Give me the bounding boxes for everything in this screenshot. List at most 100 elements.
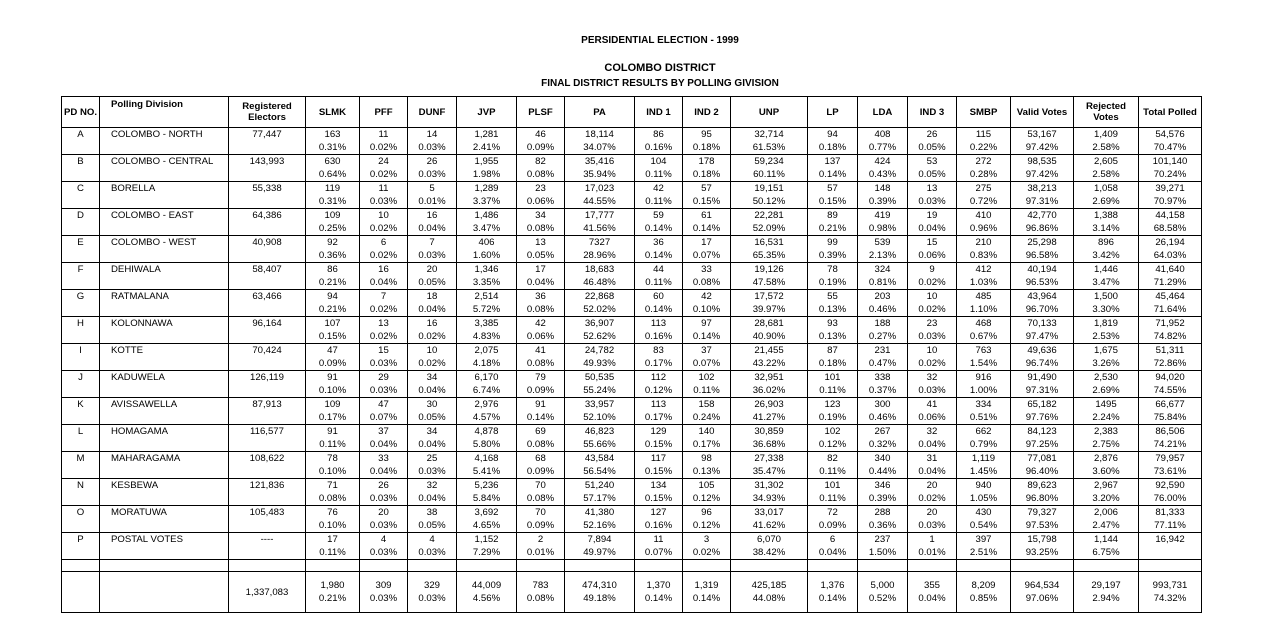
vote-count: 203: [874, 291, 891, 302]
value-cell: 896 3.42%: [1073, 235, 1139, 263]
registered-electors-header: Registered Electors: [228, 96, 306, 128]
value-cell: 763 1.54%: [956, 343, 1011, 371]
value-cell: 70 0.08%: [516, 478, 565, 506]
vote-percentage: 0.05%: [418, 277, 446, 288]
pd-no: L: [61, 424, 100, 452]
polling-division-name: COLOMBO - CENTRAL: [99, 154, 229, 182]
vote-count: 43,964: [1027, 291, 1057, 302]
pd-no-header: PD NO.: [61, 96, 100, 128]
vote-percentage: 96.80%: [1025, 493, 1059, 504]
vote-percentage: 52.10%: [583, 412, 616, 423]
vote-count: 188: [874, 318, 891, 329]
value-cell: 17,023 44.55%: [564, 181, 635, 209]
value-cell: 20 0.03%: [359, 505, 408, 533]
value-cell: 16 0.02%: [407, 316, 457, 344]
vote-count: 44,009: [471, 580, 502, 591]
vote-count: 18,683: [584, 264, 615, 275]
table-row: D COLOMBO - EAST 64,386 109 0.25% 10 0.02% 16 0.…: [61, 208, 1202, 236]
vote-count: 33: [378, 453, 389, 464]
value-cell: 178 0.18%: [682, 154, 731, 182]
vote-count: 93: [827, 318, 838, 329]
vote-percentage: 1.54%: [969, 358, 998, 369]
vote-count: 115: [975, 129, 992, 140]
vote-count: 33: [701, 264, 712, 275]
registered-electors: 143,993: [228, 154, 306, 182]
vote-count: 6,070: [756, 534, 781, 545]
vote-count: 53: [926, 156, 938, 167]
vote-percentage: 0.02%: [418, 358, 446, 369]
value-cell: 410 0.96%: [956, 208, 1011, 236]
vote-count: 109: [324, 210, 341, 221]
vote-count: 10: [426, 345, 438, 356]
value-cell: 55 0.13%: [807, 289, 858, 317]
vote-percentage: 71.29%: [1153, 277, 1187, 288]
vote-percentage: 0.15%: [818, 196, 847, 207]
vote-percentage: 0.12%: [818, 439, 847, 450]
vote-percentage: 0.54%: [969, 520, 998, 531]
vote-count: 30,859: [754, 426, 784, 437]
vote-percentage: 0.16%: [644, 331, 673, 342]
vote-count: 338: [874, 372, 891, 383]
vote-percentage: 70.24%: [1153, 169, 1187, 180]
vote-percentage: 70.97%: [1153, 196, 1187, 207]
vote-percentage: 0.96%: [969, 223, 998, 234]
vote-percentage: 0.51%: [969, 412, 998, 423]
value-cell: 32 0.04%: [907, 424, 957, 452]
vote-percentage: 35.47%: [752, 466, 786, 477]
vote-percentage: 72.86%: [1153, 358, 1187, 369]
vote-count: 272: [975, 156, 992, 167]
vote-count: 107: [324, 318, 341, 329]
vote-percentage: 97.42%: [1025, 142, 1059, 153]
vote-percentage: 0.11%: [819, 466, 846, 477]
vote-count: 26,194: [1155, 237, 1185, 248]
vote-count: 30: [426, 399, 438, 410]
value-cell: 19,151 50.12%: [730, 181, 808, 209]
value-cell: 129 0.15%: [634, 424, 683, 452]
polling-division-name: KOTTE: [99, 343, 229, 371]
vote-percentage: 57.17%: [583, 493, 616, 504]
vote-percentage: 75.84%: [1153, 412, 1187, 423]
value-cell: 397 2.51%: [956, 532, 1011, 560]
value-cell: 137 0.14%: [807, 154, 858, 182]
vote-count: 1495: [1095, 399, 1117, 410]
vote-percentage: 0.43%: [868, 169, 897, 180]
value-cell: 6 0.02%: [359, 235, 408, 263]
vote-percentage: 0.14%: [644, 304, 673, 315]
vote-percentage: 0.02%: [369, 304, 398, 315]
value-cell: 39,271 70.97%: [1138, 181, 1202, 209]
value-cell: 61 0.14%: [682, 208, 731, 236]
vote-percentage: 0.07%: [369, 412, 398, 423]
vote-count: 231: [874, 345, 891, 356]
vote-count: 101: [824, 372, 841, 383]
vote-count: 69: [535, 426, 546, 437]
vote-percentage: 6.75%: [1092, 547, 1120, 558]
vote-percentage: 0.11%: [819, 493, 846, 504]
vote-percentage: 0.17%: [318, 412, 347, 423]
vote-count: 39,271: [1155, 183, 1185, 194]
value-cell: 32,714 61.53%: [730, 127, 808, 155]
value-cell: 10 0.02%: [907, 343, 957, 371]
vote-count: 32: [926, 426, 938, 437]
vote-count: 41,640: [1155, 264, 1185, 275]
vote-percentage: 0.02%: [369, 250, 398, 261]
vote-count: 55: [827, 291, 838, 302]
vote-count: 38: [426, 507, 438, 518]
value-cell: 2,605 2.58%: [1073, 154, 1139, 182]
vote-count: 89: [827, 210, 838, 221]
vote-percentage: 5.80%: [472, 439, 501, 450]
vote-percentage: 52.62%: [583, 331, 616, 342]
vote-count: 129: [650, 426, 667, 437]
vote-count: 99: [827, 237, 838, 248]
vote-count: 17: [701, 237, 712, 248]
vote-count: 15: [926, 237, 938, 248]
value-cell: 1,370 0.14%: [634, 571, 683, 613]
vote-count: 33,957: [584, 399, 615, 410]
value-cell: 20 0.03%: [907, 505, 957, 533]
vote-count: 134: [650, 480, 667, 491]
vote-count: 7: [429, 237, 435, 248]
vote-percentage: 4.56%: [472, 593, 501, 604]
vote-percentage: 0.08%: [318, 493, 347, 504]
value-cell: 2,006 2.47%: [1073, 505, 1139, 533]
vote-count: 10: [378, 210, 389, 221]
vote-count: 70: [535, 480, 546, 491]
